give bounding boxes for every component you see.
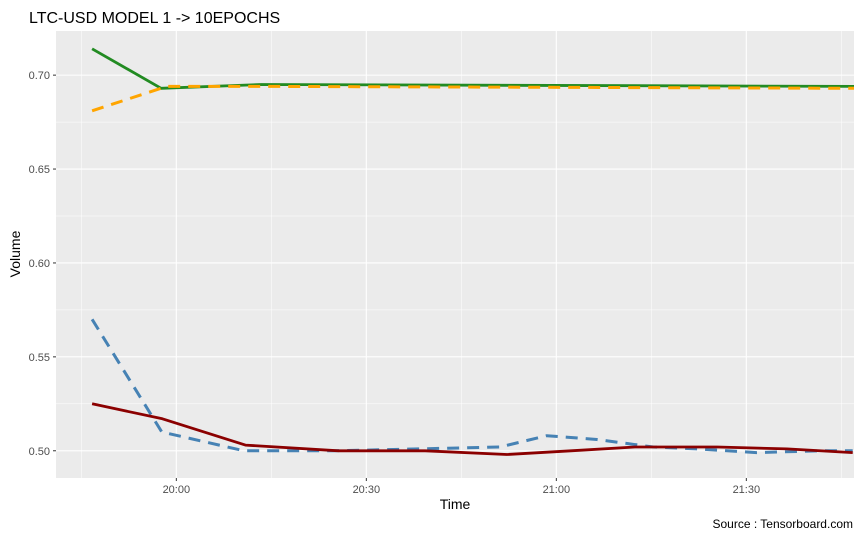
chart-title: LTC-USD MODEL 1 -> 10EPOCHS	[29, 10, 280, 27]
y-tick-label: 0.55	[29, 352, 50, 364]
y-tick-label: 0.65	[29, 164, 50, 176]
series-line-4	[91, 402, 853, 456]
source-caption: Source : Tensorboard.com	[712, 517, 853, 531]
minor-gridlines	[56, 31, 854, 478]
x-tick-label: 20:30	[353, 484, 381, 496]
x-tick-label: 21:30	[733, 484, 761, 496]
y-axis-title: Volume	[7, 230, 23, 277]
x-tick-label: 20:00	[163, 484, 191, 496]
x-axis-ticks: 20:00 20:30 21:00 21:30	[163, 478, 761, 496]
y-tick-label: 0.50	[29, 446, 50, 458]
x-tick-label: 21:00	[543, 484, 571, 496]
y-tick-label: 0.70	[29, 70, 50, 82]
plot-panel	[56, 31, 854, 478]
y-tick-label: 0.60	[29, 258, 50, 270]
y-axis-ticks: 0.50 0.55 0.60 0.65 0.70	[29, 70, 56, 458]
series-line-3	[90, 318, 853, 455]
series-line-2	[91, 84, 855, 113]
series-lines	[90, 47, 855, 456]
x-axis-title: Time	[440, 496, 471, 512]
major-gridlines	[56, 31, 854, 478]
